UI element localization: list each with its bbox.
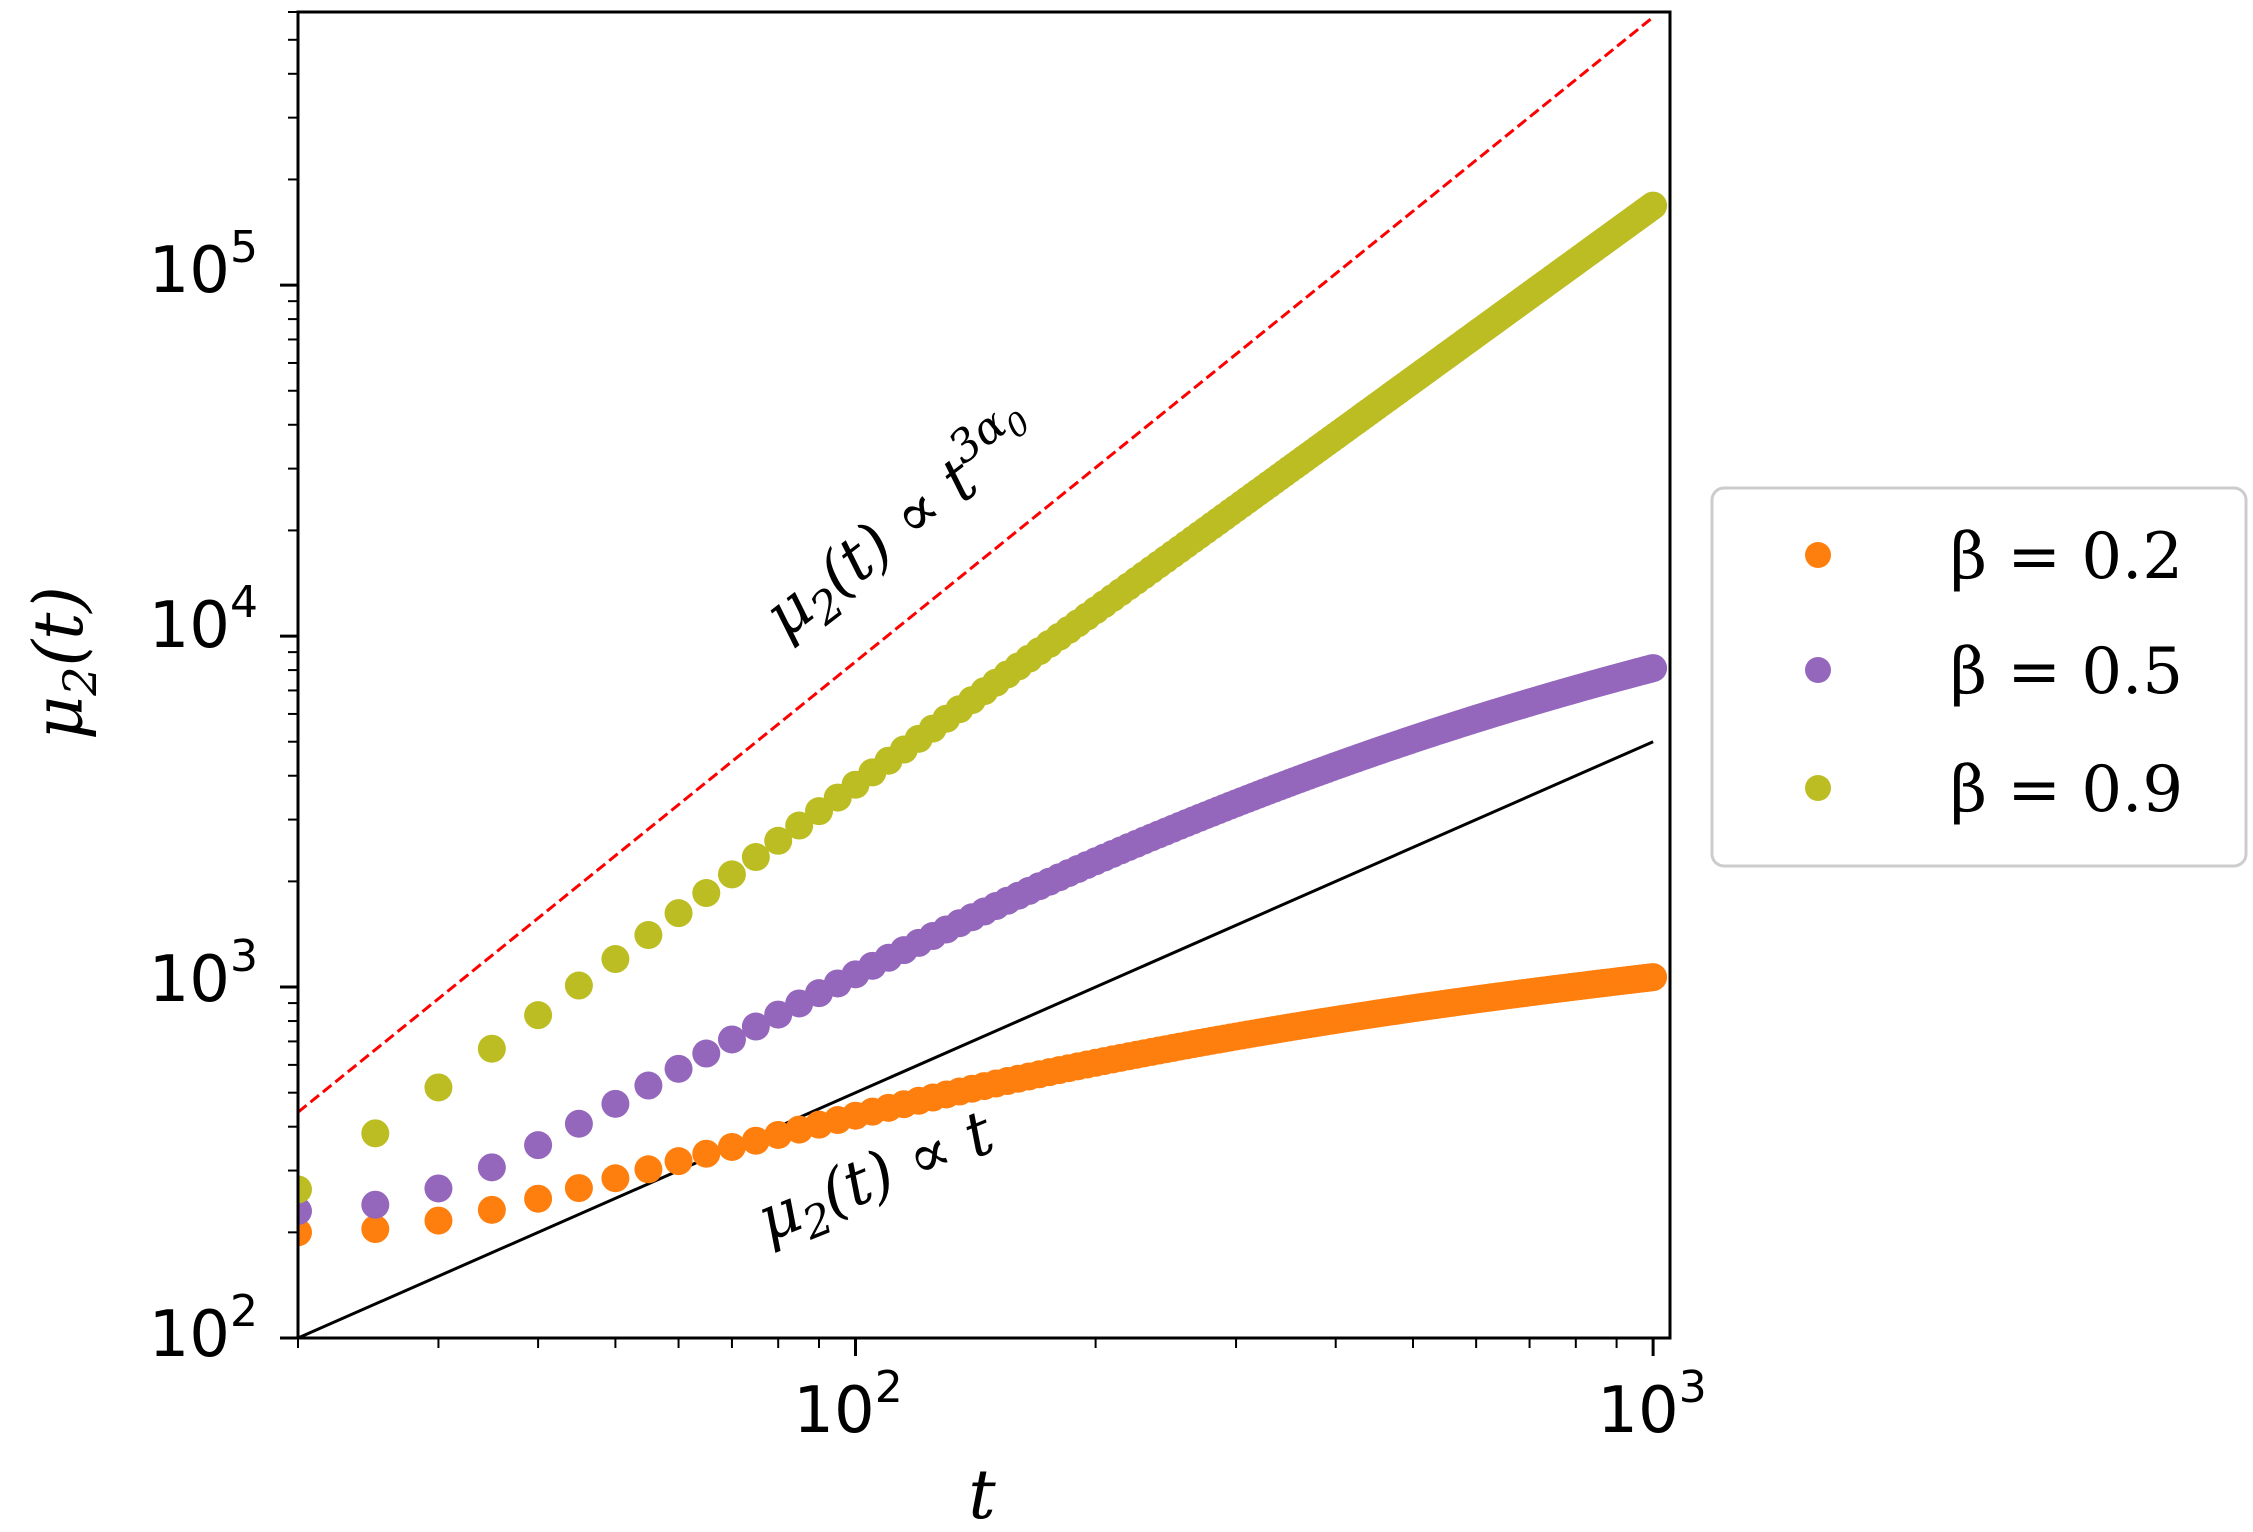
y-tick-label-10000: 104 [149, 577, 258, 663]
legend-label-beta-0-2: β = 0.2 [1950, 520, 2183, 594]
data-point [477, 1195, 506, 1224]
legend-marker-beta-0-5 [1805, 657, 1831, 683]
data-point [564, 1109, 593, 1138]
data-point [477, 1153, 506, 1182]
data-point [664, 1147, 693, 1176]
data-point [601, 945, 630, 974]
data-point [634, 1071, 663, 1100]
data-point [692, 879, 721, 908]
data-point [1639, 191, 1668, 220]
x-tick-label-100: 102 [793, 1362, 902, 1448]
data-point [424, 1206, 453, 1235]
data-point [692, 1039, 721, 1068]
data-point [634, 921, 663, 950]
data-point [664, 1054, 693, 1083]
data-point [1639, 654, 1668, 683]
y-axis-label: μ2(t) [20, 586, 107, 740]
data-point [424, 1174, 453, 1203]
data-point [424, 1073, 453, 1102]
data-point [524, 1001, 553, 1030]
data-point [664, 899, 693, 928]
y-tick-label-100: 102 [149, 1286, 258, 1372]
series-0-9 [298, 191, 1668, 1204]
data-point [524, 1184, 553, 1213]
data-point [564, 971, 593, 1000]
legend-box [1710, 486, 2248, 868]
data-point [1639, 963, 1668, 992]
x-tick-label-1000: 103 [1597, 1362, 1706, 1448]
annotation-upper-power-law: μ2(t) ∝ t3α0 [742, 386, 1058, 660]
data-point [717, 1132, 746, 1161]
data-point [692, 1139, 721, 1168]
plot-frame [296, 10, 1672, 1340]
data-series [298, 191, 1668, 1247]
data-point [601, 1164, 630, 1193]
x-axis-label: t [968, 1456, 996, 1532]
data-point [764, 1000, 793, 1029]
y-tick-label-1000: 103 [149, 931, 258, 1017]
y-tick-label-100000: 105 [149, 222, 258, 308]
data-point [298, 1175, 312, 1204]
legend-marker-beta-0-2 [1805, 542, 1831, 568]
data-point [717, 860, 746, 889]
data-point [634, 1155, 663, 1184]
data-point [785, 811, 814, 840]
data-point [564, 1174, 593, 1203]
reference-line-power-law [298, 16, 1655, 1114]
y-tick-labels: 102 103 104 105 [149, 222, 258, 1372]
series-0-2 [298, 963, 1668, 1247]
data-point [601, 1089, 630, 1118]
data-point [717, 1025, 746, 1054]
data-point [741, 1126, 770, 1155]
data-point [298, 1197, 312, 1226]
series-0-5 [298, 654, 1668, 1226]
data-point [477, 1034, 506, 1063]
data-point [764, 826, 793, 855]
reference-lines [298, 16, 1655, 1338]
legend-label-beta-0-9: β = 0.9 [1950, 753, 2183, 827]
x-tick-labels: 102 103 [793, 1362, 1706, 1448]
legend: β = 0.2 β = 0.5 β = 0.9 [1710, 486, 2248, 868]
legend-label-beta-0-5: β = 0.5 [1950, 635, 2183, 709]
data-point [764, 1120, 793, 1149]
plot-area [298, 16, 1668, 1338]
data-point [361, 1119, 390, 1148]
legend-marker-beta-0-9 [1805, 775, 1831, 801]
reference-line-linear [298, 740, 1654, 1338]
data-point [741, 843, 770, 872]
data-point [298, 1218, 312, 1247]
axis-ticks [280, 11, 1655, 1356]
data-point [524, 1131, 553, 1160]
data-point [361, 1190, 390, 1219]
data-point [361, 1215, 390, 1244]
data-point [741, 1012, 770, 1041]
